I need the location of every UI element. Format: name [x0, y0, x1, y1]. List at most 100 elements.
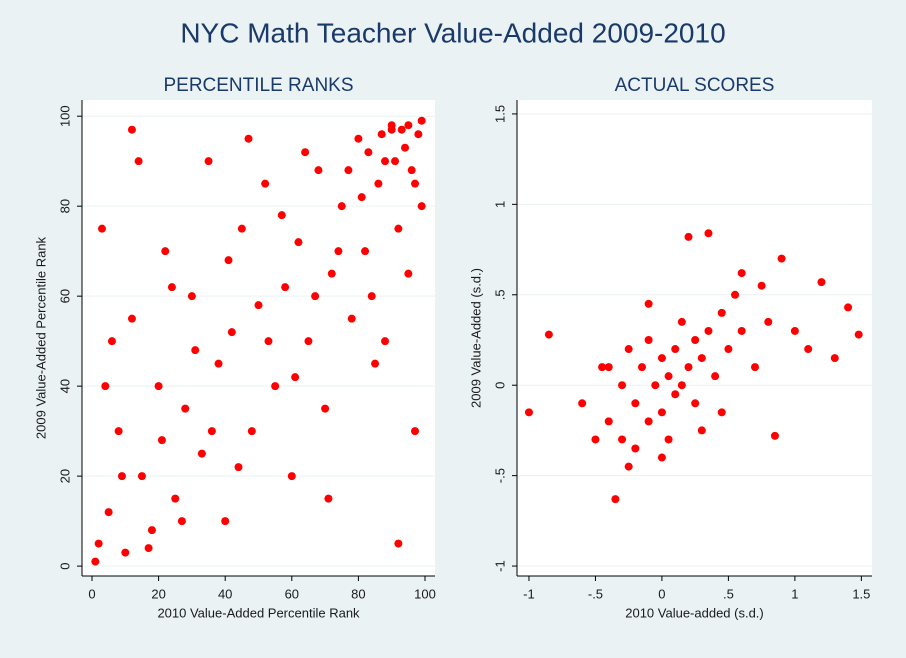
point: [604, 363, 613, 372]
point: [374, 179, 383, 188]
point: [287, 472, 296, 481]
x-tick-label: 100: [414, 586, 436, 601]
x-tick-label: 1: [791, 586, 798, 601]
point: [334, 247, 343, 256]
y-tick-label: 1: [492, 201, 507, 208]
point: [244, 134, 253, 143]
x-tick-label: 0: [658, 586, 665, 601]
point: [804, 345, 813, 354]
point: [624, 345, 633, 354]
point: [644, 417, 653, 426]
point: [311, 292, 320, 301]
point: [671, 345, 680, 354]
x-tick-label: 80: [351, 586, 365, 601]
point: [277, 211, 286, 220]
point: [314, 166, 323, 175]
point: [411, 179, 420, 188]
point: [161, 247, 170, 256]
point: [354, 134, 363, 143]
point: [254, 301, 263, 310]
point: [737, 269, 746, 278]
point: [604, 417, 613, 426]
x-tick-label: 40: [218, 586, 232, 601]
point: [191, 346, 200, 355]
y-tick-label: .5: [492, 289, 507, 300]
point: [261, 179, 270, 188]
point: [377, 130, 386, 139]
point: [114, 427, 123, 436]
point: [237, 224, 246, 233]
point: [234, 463, 243, 472]
point: [167, 283, 176, 292]
y-tick-label: 100: [57, 105, 72, 127]
point: [117, 472, 126, 481]
point: [677, 381, 686, 390]
point: [637, 363, 646, 372]
point: [711, 372, 720, 381]
point: [830, 354, 839, 363]
point: [657, 408, 666, 417]
point: [578, 399, 587, 408]
point: [631, 399, 640, 408]
point: [394, 224, 403, 233]
point: [304, 337, 313, 346]
x-tick-label: .5: [723, 586, 734, 601]
point: [381, 337, 390, 346]
point: [817, 278, 826, 287]
chart-title: NYC Math Teacher Value-Added 2009-2010: [180, 17, 725, 48]
point: [187, 292, 196, 301]
panel-title: PERCENTILE RANKS: [163, 75, 353, 96]
point: [790, 326, 799, 335]
point: [770, 431, 779, 440]
y-tick-label: 0: [57, 562, 72, 569]
point: [704, 326, 713, 335]
point: [657, 453, 666, 462]
point: [411, 427, 420, 436]
point: [367, 292, 376, 301]
point: [624, 462, 633, 471]
point: [644, 335, 653, 344]
point: [407, 166, 416, 175]
point: [737, 326, 746, 335]
point: [657, 354, 666, 363]
point: [417, 202, 426, 211]
y-axis-title: 2009 Value-Added Percentile Rank: [33, 236, 48, 439]
y-tick-label: 80: [57, 199, 72, 213]
point: [137, 472, 146, 481]
point: [417, 116, 426, 125]
point: [91, 557, 100, 566]
point: [544, 330, 553, 339]
point: [731, 290, 740, 299]
point: [611, 495, 620, 504]
point: [301, 148, 310, 157]
point: [401, 143, 410, 152]
point: [404, 121, 413, 130]
point: [214, 359, 223, 368]
point: [631, 444, 640, 453]
point: [321, 404, 330, 413]
point: [337, 202, 346, 211]
point: [664, 435, 673, 444]
point: [404, 269, 413, 278]
point: [757, 281, 766, 290]
point: [691, 335, 700, 344]
x-tick-label: 1.5: [852, 586, 870, 601]
y-tick-label: -.5: [492, 468, 507, 483]
x-axis-title: 2010 Value-Added Percentile Rank: [157, 605, 360, 620]
y-tick-label: 60: [57, 289, 72, 303]
point: [281, 283, 290, 292]
point: [387, 121, 396, 130]
point: [684, 232, 693, 241]
point: [247, 427, 256, 436]
x-tick-label: -.5: [588, 586, 603, 601]
point: [677, 317, 686, 326]
x-tick-label: 20: [151, 586, 165, 601]
panel-title: ACTUAL SCORES: [615, 75, 775, 96]
point: [157, 436, 166, 445]
point: [691, 399, 700, 408]
point: [101, 382, 110, 391]
point: [221, 517, 230, 526]
point: [371, 359, 380, 368]
point: [524, 408, 533, 417]
point: [414, 130, 423, 139]
